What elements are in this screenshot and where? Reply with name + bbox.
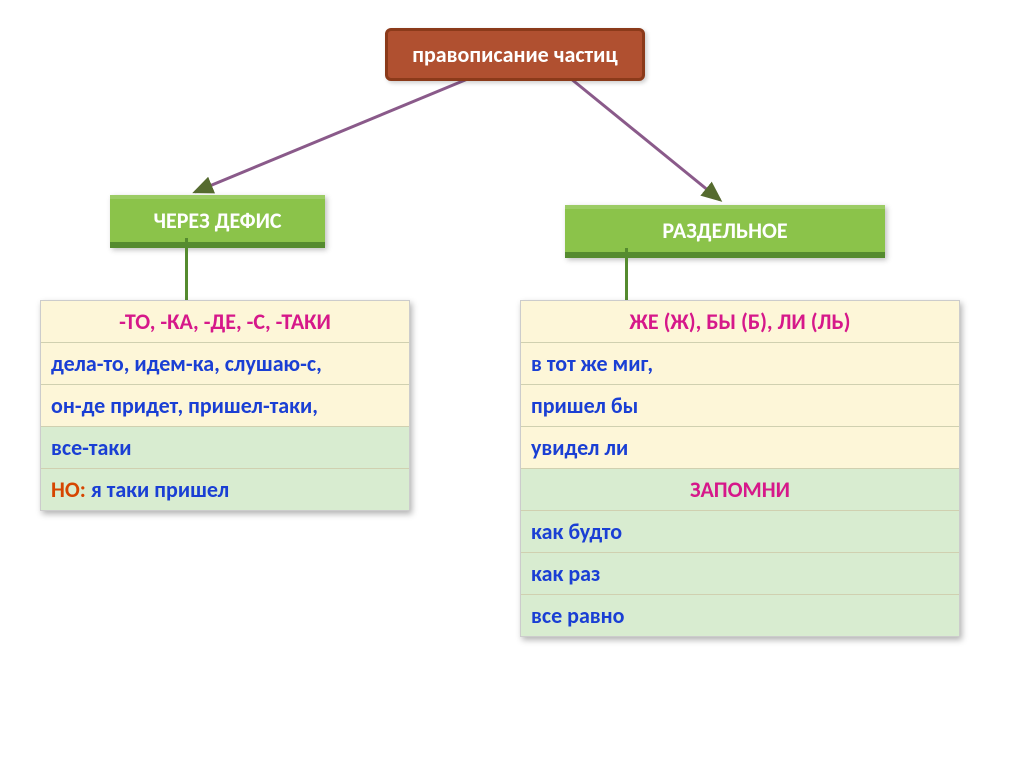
text-span: ЗАПОМНИ	[690, 476, 790, 503]
text-span: увидел	[531, 434, 604, 461]
root-label: правописание частиц	[412, 41, 617, 68]
branch-connector	[185, 238, 188, 300]
branch-connector	[625, 248, 628, 300]
content-row: дела-то, идем-ка, слушаю-с,	[41, 343, 409, 385]
branch-node: РАЗДЕЛЬНОЕ	[565, 205, 885, 258]
text-span: пришел	[531, 392, 611, 419]
content-box: ЖЕ (Ж), БЫ (Б), ЛИ (ЛЬ)в тот же миг,приш…	[520, 300, 960, 637]
text-span: таки	[89, 434, 132, 461]
text-span: он-	[51, 392, 82, 419]
text-span: НО:	[51, 476, 91, 503]
content-box: -ТО, -КА, -ДЕ, -С, -ТАКИ дела-то, идем-ка…	[40, 300, 410, 511]
content-row: пришел бы	[521, 385, 959, 427]
branch-node: ЧЕРЕЗ ДЕФИС	[110, 195, 325, 248]
text-span: ЖЕ (Ж), БЫ (Б), ЛИ (ЛЬ)	[630, 308, 851, 335]
text-span: -ТО, -КА, -ДЕ, -С, -ТАКИ	[119, 308, 331, 335]
text-span: миг,	[608, 350, 653, 377]
content-row: НО: я таки пришел	[41, 469, 409, 510]
content-row: как раз	[521, 553, 959, 595]
text-span: с	[307, 350, 316, 377]
content-row: -ТО, -КА, -ДЕ, -С, -ТАКИ	[41, 301, 409, 343]
text-span: все равно	[531, 602, 625, 629]
text-span: то	[104, 350, 124, 377]
content-row: он-де придет, пришел-таки,	[41, 385, 409, 427]
text-span: в тот	[531, 350, 581, 377]
text-span: ,	[316, 350, 322, 377]
content-row: ЖЕ (Ж), БЫ (Б), ЛИ (ЛЬ)	[521, 301, 959, 343]
content-row: как будто	[521, 511, 959, 553]
content-row: в тот же миг,	[521, 343, 959, 385]
text-span: бы	[611, 392, 638, 419]
text-span: ка	[193, 350, 214, 377]
text-span: все-	[51, 434, 89, 461]
content-row: все равно	[521, 595, 959, 636]
root-node: правописание частиц	[385, 28, 645, 81]
text-span: же	[581, 350, 608, 377]
text-span: таки	[270, 392, 313, 419]
text-span: ли	[604, 434, 628, 461]
text-span: ,	[312, 392, 318, 419]
text-span: как раз	[531, 560, 600, 587]
content-row: ЗАПОМНИ	[521, 469, 959, 511]
branch-label: РАЗДЕЛЬНОЕ	[662, 217, 787, 244]
text-span: я таки пришел	[91, 476, 229, 503]
text-span: , слушаю-	[214, 350, 307, 377]
text-span: , идем-	[124, 350, 193, 377]
content-row: увидел ли	[521, 427, 959, 469]
text-span: дела-	[51, 350, 104, 377]
content-row: все-таки	[41, 427, 409, 469]
text-span: как будто	[531, 518, 622, 545]
text-span: де	[82, 392, 106, 419]
text-span: придет, пришел-	[105, 392, 269, 419]
branch-label: ЧЕРЕЗ ДЕФИС	[153, 207, 281, 234]
